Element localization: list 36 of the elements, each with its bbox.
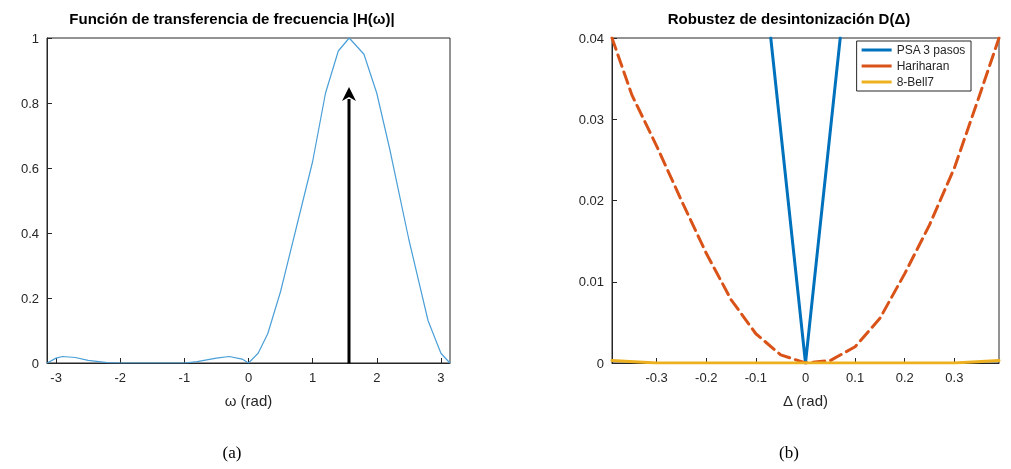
x-tick-label: 0.2	[895, 370, 914, 385]
legend-label: 8-Bell7	[896, 75, 935, 89]
x-tick-label: -1	[178, 370, 191, 385]
x-axis-title: ω (rad)	[224, 392, 273, 409]
y-tick-label: 0.04	[578, 30, 604, 46]
line-series	[46, 37, 451, 364]
x-tick-label: -2	[114, 370, 126, 385]
x-tick-label: -3	[50, 370, 62, 385]
x-axis-title: Δ (rad)	[782, 392, 829, 409]
legend-label: Hariharan	[896, 59, 950, 73]
x-tick-label: 0.1	[846, 370, 865, 385]
x-tick-label: 0.3	[945, 370, 964, 385]
x-tick-label: -0.3	[645, 370, 668, 385]
x-tick-label: 0	[801, 370, 810, 385]
legend-label: PSA 3 pasos	[896, 43, 966, 57]
y-tick-label: 0	[31, 355, 39, 371]
y-tick-label: 0.6	[20, 160, 39, 176]
y-tick-label: 0.2	[20, 290, 39, 306]
y-tick-label: 0.4	[20, 225, 39, 241]
chart-title: Función de transferencia de frecuencia |H(ω)|	[69, 10, 395, 27]
y-tick-label: 0	[596, 355, 604, 371]
x-tick-label: -0.2	[695, 370, 718, 385]
y-tick-label: 0.8	[20, 95, 39, 111]
text: (b)	[779, 443, 799, 462]
line-series	[610, 36, 1001, 365]
text: (a)	[222, 443, 242, 462]
x-tick-label: 1	[309, 370, 317, 385]
y-tick-label: 1	[31, 30, 39, 46]
y-tick-label: 0.03	[578, 111, 604, 127]
x-tick-label: 3	[437, 370, 445, 385]
x-tick-label: 2	[373, 370, 381, 385]
x-tick-label: -0.1	[744, 370, 768, 385]
x-tick-label: 0	[244, 370, 253, 385]
y-tick-label: 0.01	[578, 274, 604, 290]
y-tick-label: 0.02	[578, 193, 604, 208]
chart-title: Robustez de desintonización D(Δ)	[667, 10, 911, 27]
